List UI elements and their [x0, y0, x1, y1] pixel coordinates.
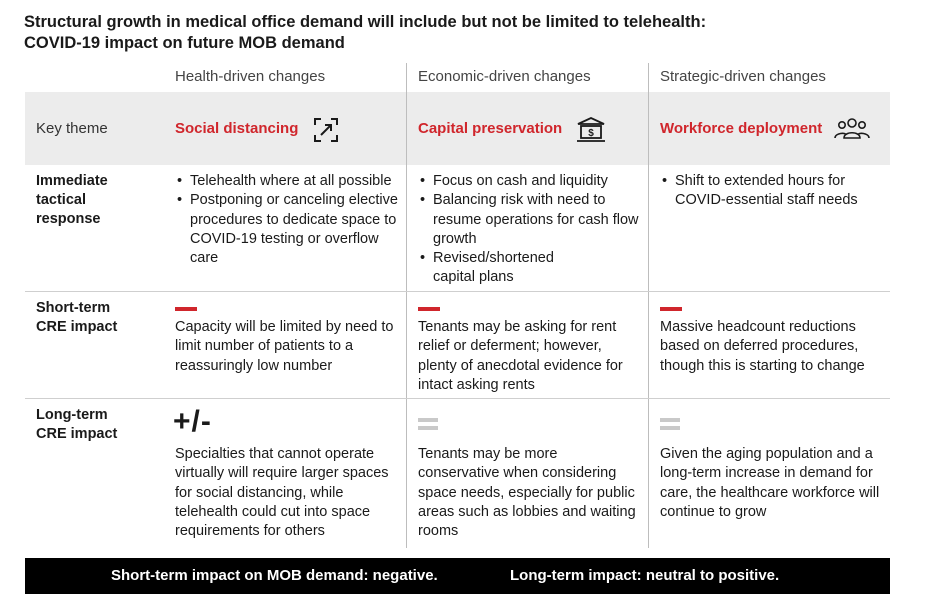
theme-workforce-deployment: Workforce deployment: [660, 120, 823, 137]
column-divider: [648, 63, 649, 548]
diagonal-arrows-icon: [314, 118, 338, 142]
long-term-health-text: Specialties that cannot operate virtuall…: [175, 446, 389, 540]
row-divider: [25, 398, 890, 399]
summary-footer: Short-term impact on MOB demand: negativ…: [25, 558, 890, 594]
people-group-icon: [834, 118, 870, 139]
key-theme-label: Key theme: [36, 120, 108, 137]
short-term-economic-text: Tenants may be asking for rent relief or…: [418, 319, 623, 393]
footer-short-term: Short-term impact on MOB demand: negativ…: [111, 567, 438, 584]
title-line-1: Structural growth in medical office dema…: [24, 13, 707, 31]
negative-indicator-icon: [660, 307, 682, 311]
list-item: Balancing risk with need to resume opera…: [418, 191, 644, 249]
footer-long-term: Long-term impact: neutral to positive.: [510, 567, 780, 584]
list-item: Revised/shortened capital plans: [418, 249, 583, 288]
svg-text:$: $: [588, 128, 594, 139]
bank-dollar-icon: $: [577, 117, 605, 142]
page-title: Structural growth in medical office dema…: [24, 12, 904, 54]
key-theme-band: [25, 92, 890, 165]
row-label-immediate: Immediate tactical response: [36, 173, 108, 227]
list-item: Postponing or canceling elective procedu…: [175, 191, 403, 268]
theme-social-distancing: Social distancing: [175, 120, 299, 137]
row-label-long-term: Long-term CRE impact: [36, 407, 118, 442]
neutral-equals-icon: [660, 418, 680, 434]
column-header-strategic: Strategic-driven changes: [660, 68, 826, 85]
column-header-economic: Economic-driven changes: [418, 68, 591, 85]
theme-capital-preservation: Capital preservation: [418, 120, 563, 137]
row-label-short-term: Short-term CRE impact: [36, 300, 118, 335]
list-item: Telehealth where at all possible: [175, 172, 403, 192]
immediate-health-list: Telehealth where at all possible Postpon…: [175, 172, 403, 268]
column-divider: [406, 63, 407, 548]
long-term-economic-text: Tenants may be more conservative when co…: [418, 446, 636, 540]
list-item: Focus on cash and liquidity: [418, 172, 644, 192]
title-line-2: COVID-19 impact on future MOB demand: [24, 34, 345, 52]
short-term-health-text: Capacity will be limited by need to limi…: [175, 319, 394, 374]
list-item: Shift to extended hours for COVID-essent…: [660, 172, 875, 211]
immediate-economic-list: Focus on cash and liquidity Balancing ri…: [418, 172, 644, 288]
long-term-strategic-text: Given the aging population and a long-te…: [660, 446, 880, 520]
negative-indicator-icon: [418, 307, 440, 311]
column-header-health: Health-driven changes: [175, 68, 326, 85]
immediate-strategic-list: Shift to extended hours for COVID-essent…: [660, 172, 875, 211]
negative-indicator-icon: [175, 307, 197, 311]
neutral-equals-icon: [418, 418, 438, 434]
plus-minus-indicator: +/-: [173, 405, 212, 438]
short-term-strategic-text: Massive headcount reductions based on de…: [660, 319, 865, 374]
row-divider: [25, 291, 890, 292]
